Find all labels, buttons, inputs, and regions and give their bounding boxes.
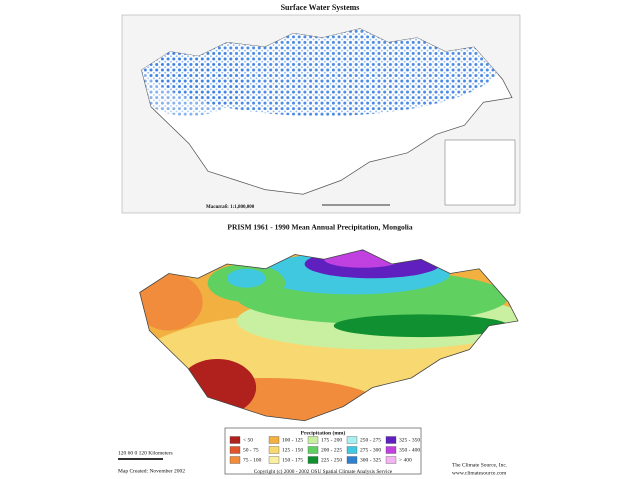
legend-swatch	[268, 446, 280, 454]
legend-swatch	[229, 446, 241, 454]
created: Map Created: November 2002	[118, 468, 185, 474]
top-scale: Масштаб: 1:1,800,000	[206, 205, 255, 210]
legend-swatch	[229, 436, 241, 444]
legend-title: Precipitation (mm)	[301, 429, 346, 436]
legend-swatch	[307, 456, 319, 464]
website: www.climatesource.com	[452, 470, 507, 476]
copyright: Copyright (c) 2000 - 2002 OSU Spatial Cl…	[254, 468, 393, 475]
legend-label: 250 - 275	[360, 437, 381, 443]
scale-bar-line	[118, 458, 163, 460]
legend-label: 150 - 175	[282, 457, 303, 463]
precip-map	[139, 249, 519, 422]
legend-swatch	[229, 456, 241, 464]
legend-label: 325 - 350	[399, 437, 420, 443]
legend-swatch	[307, 436, 319, 444]
legend-label: 50 - 75	[243, 447, 259, 453]
legend-label: > 400	[399, 457, 412, 463]
top-map: Масштаб: 1:1,800,000	[121, 14, 521, 214]
legend-label: 125 - 150	[282, 447, 303, 453]
legend-swatch	[346, 436, 358, 444]
legend-label: 100 - 125	[282, 437, 303, 443]
legend-swatch	[268, 456, 280, 464]
legend-label: 200 - 225	[321, 447, 342, 453]
legend-swatch	[307, 446, 319, 454]
source: The Climate Source, Inc.	[452, 462, 508, 468]
bottom-title: PRISM 1961 - 1990 Mean Annual Precipitat…	[227, 223, 413, 232]
legend-swatch	[268, 436, 280, 444]
legend-label: < 50	[243, 437, 253, 443]
legend-label: 75 - 100	[243, 457, 262, 463]
legend-label: 350 - 400	[399, 447, 420, 453]
legend-label: 300 - 325	[360, 457, 381, 463]
legend-swatch	[385, 446, 397, 454]
legend-swatch	[346, 456, 358, 464]
legend-label: 225 - 250	[321, 457, 342, 463]
top-title: Surface Water Systems	[281, 3, 360, 12]
legend-label: 175 - 200	[321, 437, 342, 443]
legend: Precipitation (mm) < 50 50 - 75 75 - 100 10…	[224, 427, 422, 475]
legend-swatch	[346, 446, 358, 454]
legend-label: 275 - 300	[360, 447, 381, 453]
scale-bar: 120 60 0 120 Kilometers	[118, 450, 173, 456]
legend-swatch	[385, 456, 397, 464]
legend-swatch	[385, 436, 397, 444]
